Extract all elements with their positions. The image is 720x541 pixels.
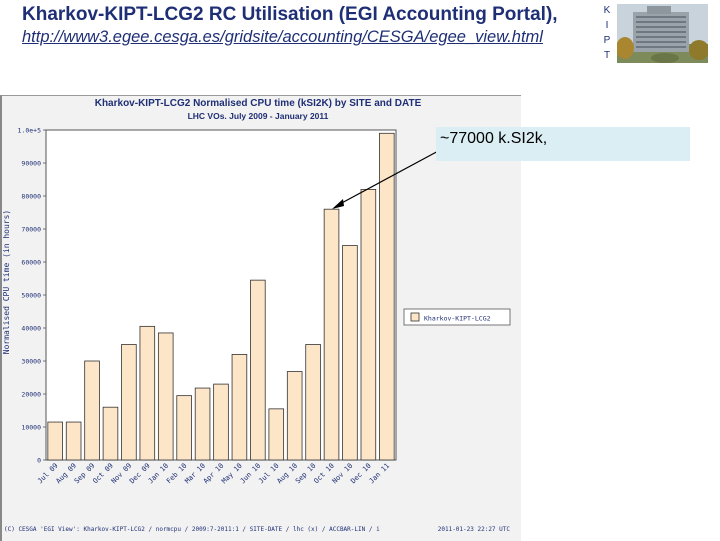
bar <box>342 245 358 461</box>
y-tick-label: 80000 <box>21 193 41 201</box>
bar <box>360 189 377 461</box>
y-tick-label: 70000 <box>21 226 41 234</box>
bar <box>323 208 340 461</box>
y-tick-label: 50000 <box>21 292 41 300</box>
y-axis-label: Normalised CPU time (in hours) <box>2 210 11 355</box>
bar <box>305 344 321 461</box>
callout-arrow <box>337 148 443 206</box>
bar <box>65 421 82 461</box>
bar <box>157 332 174 461</box>
bar <box>47 421 63 461</box>
bar <box>102 406 119 461</box>
slide-title: Kharkov-KIPT-LCG2 RC Utilisation (EGI Ac… <box>22 4 558 25</box>
legend: Kharkov-KIPT-LCG2 <box>403 308 511 326</box>
y-tick-label: 1.0e+5 <box>18 127 42 135</box>
bar <box>231 353 248 461</box>
bar <box>250 279 266 461</box>
y-tick-label: 10000 <box>21 424 41 432</box>
legend-label: Kharkov-KIPT-LCG2 <box>424 315 491 323</box>
kipt-logo-letters: K I P T <box>600 3 614 63</box>
portal-url-link[interactable]: http://www3.egee.cesga.es/gridsite/accou… <box>22 28 543 46</box>
logo-letter: P <box>603 35 611 46</box>
logo-letter: T <box>603 50 611 61</box>
callout-note: ~77000 k.SI2k, <box>436 127 690 161</box>
bar <box>379 132 395 461</box>
logo-letter: I <box>605 20 609 31</box>
y-tick-label: 60000 <box>21 259 41 267</box>
y-tick-label: 20000 <box>21 391 41 399</box>
building-photo <box>617 4 708 63</box>
bar <box>286 371 303 461</box>
bar <box>84 360 100 461</box>
legend-swatch <box>410 312 420 322</box>
legend-box <box>403 308 511 326</box>
footer-credit: (C) CESGA 'EGI View': Kharkov-KIPT-LCG2 … <box>4 526 380 533</box>
bar <box>213 383 229 461</box>
bar <box>121 344 137 461</box>
y-tick-label: 90000 <box>21 160 41 168</box>
logo-letter: K <box>603 5 611 16</box>
bar-series <box>47 132 395 461</box>
bar <box>194 387 211 461</box>
bar <box>139 325 156 461</box>
x-tick-label: Jan 11 <box>368 462 392 486</box>
y-tick-label: 30000 <box>21 358 41 366</box>
callout-arrowhead <box>332 199 344 209</box>
bar <box>176 395 192 461</box>
y-tick-label: 40000 <box>21 325 41 333</box>
footer-timestamp: 2011-01-23 22:27 UTC <box>438 526 511 533</box>
chart-subtitle: LHC VOs. July 2009 - January 2011 <box>188 111 329 121</box>
bar <box>268 408 285 461</box>
chart-title: Kharkov-KIPT-LCG2 Normalised CPU time (k… <box>95 98 422 109</box>
cpu-time-bar-chart: Kharkov-KIPT-LCG2 Normalised CPU time (k… <box>2 98 511 533</box>
y-tick-label: 0 <box>37 457 41 465</box>
y-axis-ticks: 0 10000 20000 30000 40000 50000 60000 70000 8000… <box>18 127 46 465</box>
